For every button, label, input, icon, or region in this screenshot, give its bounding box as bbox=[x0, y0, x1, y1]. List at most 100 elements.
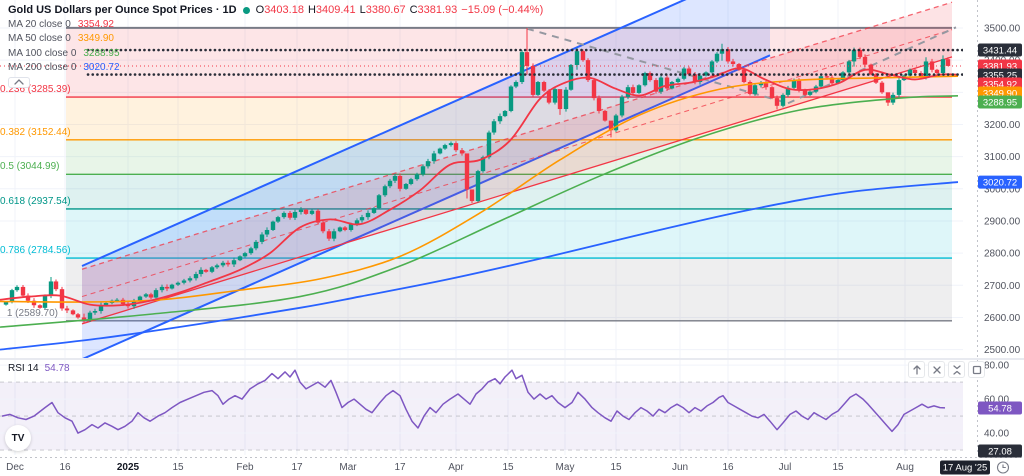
candle-body[interactable] bbox=[945, 59, 951, 66]
candle-body[interactable] bbox=[376, 195, 382, 209]
candle-body[interactable] bbox=[502, 110, 508, 117]
candle-body[interactable] bbox=[557, 89, 563, 110]
candle-body[interactable] bbox=[497, 116, 503, 122]
candle-body[interactable] bbox=[31, 300, 37, 306]
symbol-title[interactable]: Gold US Dollars per Ounce Spot Prices · … bbox=[8, 4, 237, 16]
ma20-line[interactable] bbox=[0, 67, 959, 307]
candle-body[interactable] bbox=[259, 234, 265, 242]
candle-body[interactable] bbox=[546, 90, 552, 103]
ma200-line[interactable] bbox=[0, 181, 959, 351]
rsi-line[interactable] bbox=[1, 369, 946, 434]
candle-body[interactable] bbox=[835, 80, 841, 84]
indicator-legend-ma200[interactable]: MA 200 close 0 3020.72 bbox=[8, 62, 543, 73]
candle-body[interactable] bbox=[730, 61, 736, 65]
candle-body[interactable] bbox=[829, 77, 835, 84]
candle-body[interactable] bbox=[719, 49, 725, 54]
dashed-trendline[interactable] bbox=[526, 27, 789, 105]
collapse-indicators-button[interactable] bbox=[8, 76, 30, 88]
ma100-line[interactable] bbox=[0, 95, 959, 328]
move-pane-up-button[interactable] bbox=[908, 361, 925, 378]
indicator-legend-ma100[interactable]: MA 100 close 0 3288.95 bbox=[8, 48, 543, 59]
candle-body[interactable] bbox=[253, 241, 259, 249]
candle-body[interactable] bbox=[98, 305, 104, 312]
candle-body[interactable] bbox=[320, 222, 326, 232]
candle-body[interactable] bbox=[264, 229, 270, 235]
candle-body[interactable] bbox=[392, 175, 398, 181]
candle-body[interactable] bbox=[408, 179, 414, 184]
candle-body[interactable] bbox=[758, 83, 764, 86]
candle-body[interactable] bbox=[709, 61, 715, 73]
candle-body[interactable] bbox=[763, 83, 769, 88]
candle-body[interactable] bbox=[287, 212, 293, 218]
candle-body[interactable] bbox=[807, 91, 813, 95]
candle-body[interactable] bbox=[403, 183, 409, 189]
candle-body[interactable] bbox=[214, 265, 220, 268]
candle-body[interactable] bbox=[552, 89, 558, 103]
candle-body[interactable] bbox=[371, 208, 377, 213]
candle-body[interactable] bbox=[596, 98, 602, 111]
candle-body[interactable] bbox=[653, 80, 659, 92]
candle-body[interactable] bbox=[563, 89, 569, 110]
regression-channel-line[interactable] bbox=[81, 56, 953, 325]
candle-body[interactable] bbox=[580, 51, 586, 61]
candle-body[interactable] bbox=[912, 69, 918, 74]
candle-body[interactable] bbox=[591, 80, 597, 99]
candle-body[interactable] bbox=[747, 82, 753, 94]
candle-body[interactable] bbox=[846, 61, 852, 73]
candle-body[interactable] bbox=[3, 302, 9, 305]
candle-body[interactable] bbox=[298, 209, 304, 212]
close-pane-button[interactable] bbox=[928, 361, 945, 378]
candle-body[interactable] bbox=[664, 77, 670, 89]
candle-body[interactable] bbox=[442, 145, 448, 149]
candle-body[interactable] bbox=[275, 217, 281, 222]
candle-body[interactable] bbox=[70, 310, 76, 315]
candle-body[interactable] bbox=[907, 69, 913, 76]
candle-body[interactable] bbox=[459, 150, 465, 154]
candle-body[interactable] bbox=[143, 294, 149, 297]
candle-body[interactable] bbox=[692, 74, 698, 83]
candle-body[interactable] bbox=[270, 221, 276, 230]
candle-body[interactable] bbox=[630, 87, 636, 93]
candle-body[interactable] bbox=[736, 64, 742, 70]
candle-body[interactable] bbox=[169, 284, 175, 289]
price-axis[interactable]: 3500.003400.003300.003200.003100.003000.… bbox=[978, 23, 1022, 458]
candle-body[interactable] bbox=[420, 166, 426, 175]
candle-body[interactable] bbox=[337, 227, 343, 232]
candle-body[interactable] bbox=[453, 143, 459, 151]
candle-body[interactable] bbox=[114, 299, 120, 301]
candle-body[interactable] bbox=[14, 286, 20, 291]
candle-body[interactable] bbox=[840, 72, 846, 81]
candle-body[interactable] bbox=[431, 153, 437, 162]
candle-body[interactable] bbox=[37, 305, 43, 308]
candle-body[interactable] bbox=[625, 87, 631, 97]
candle-body[interactable] bbox=[697, 75, 703, 83]
candle-body[interactable] bbox=[203, 269, 209, 272]
candle-body[interactable] bbox=[354, 220, 360, 225]
candle-body[interactable] bbox=[714, 53, 720, 62]
candle-body[interactable] bbox=[785, 87, 791, 95]
candle-body[interactable] bbox=[159, 286, 165, 291]
candle-body[interactable] bbox=[486, 132, 492, 158]
candle-body[interactable] bbox=[585, 60, 591, 81]
candle-body[interactable] bbox=[382, 186, 388, 196]
candle-body[interactable] bbox=[791, 80, 797, 88]
candle-body[interactable] bbox=[508, 86, 514, 111]
candle-body[interactable] bbox=[896, 80, 902, 95]
candle-body[interactable] bbox=[464, 153, 470, 190]
candle-body[interactable] bbox=[818, 76, 824, 87]
candle-body[interactable] bbox=[153, 290, 159, 298]
candle-body[interactable] bbox=[365, 212, 371, 218]
time-axis[interactable]: Dec 16 2025 15 Feb 17 Mar 17 Apr 15 May 15 Jun 16 Jul 1… bbox=[6, 460, 1010, 475]
candle-body[interactable] bbox=[480, 157, 486, 172]
candle-body[interactable] bbox=[225, 262, 231, 265]
candle-body[interactable] bbox=[934, 69, 940, 74]
price-pane[interactable] bbox=[0, 0, 963, 359]
candle-body[interactable] bbox=[193, 274, 199, 279]
candle-body[interactable] bbox=[198, 269, 204, 275]
candle-body[interactable] bbox=[187, 278, 193, 281]
candle-body[interactable] bbox=[64, 308, 70, 311]
candle-body[interactable] bbox=[397, 175, 403, 189]
parallel-channel-line[interactable] bbox=[82, 54, 771, 359]
candle-body[interactable] bbox=[326, 231, 332, 239]
candle-body[interactable] bbox=[387, 180, 393, 187]
